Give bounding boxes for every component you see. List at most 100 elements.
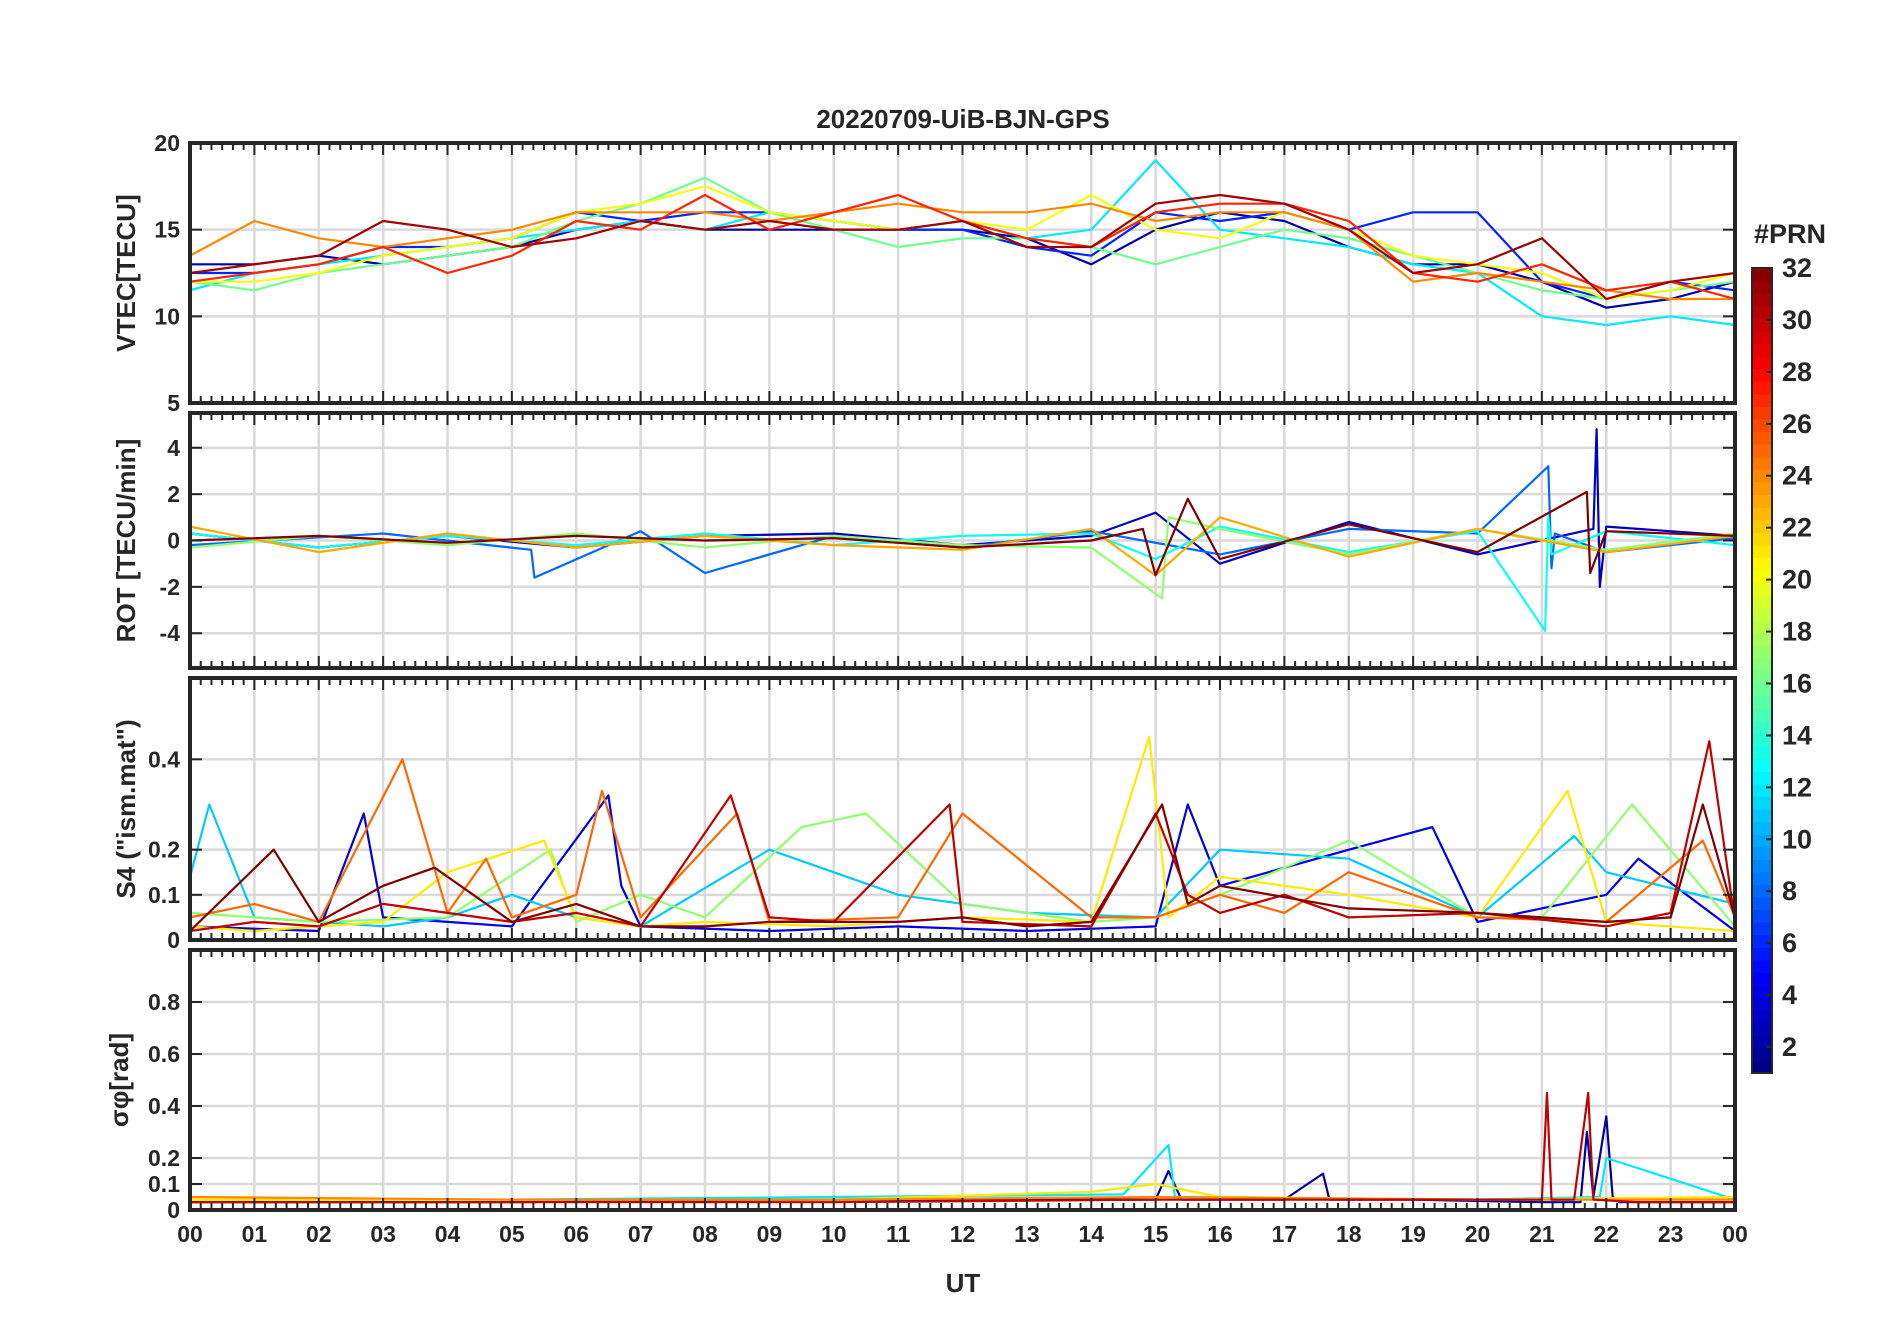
colorbar-tick-label: 18 <box>1782 617 1812 647</box>
colorbar-tick-label: 20 <box>1782 565 1812 595</box>
x-tick-label: 10 <box>821 1221 847 1247</box>
chart-title: 20220709-UiB-BJN-GPS <box>816 104 1109 134</box>
colorbar-segment <box>1752 846 1772 860</box>
y-tick-label: 0.2 <box>148 837 180 863</box>
y-tick-label: 0.4 <box>148 1093 180 1119</box>
panel-s4: 0 0.1 0.2 0.4 S4 ("ism.mat") <box>111 676 1737 953</box>
colorbar-segment <box>1752 506 1772 521</box>
x-tick-label: 17 <box>1272 1221 1298 1247</box>
colorbar-segment <box>1752 884 1772 898</box>
y-tick-label: 0 <box>167 1197 180 1223</box>
colorbar-segment <box>1752 632 1772 646</box>
colorbar-segment <box>1752 444 1772 458</box>
colorbar-segment <box>1752 708 1772 722</box>
series-line-prn-32 <box>190 803 1735 932</box>
y-tick-label: 20 <box>154 130 180 156</box>
y-tick-label: 0.4 <box>148 746 180 772</box>
colorbar-segment <box>1752 922 1772 936</box>
colorbar-segment <box>1752 720 1772 734</box>
x-tick-label: 18 <box>1336 1221 1362 1247</box>
panel-sigma_phi: 00.10.2 0.4 0.6 0.8 σφ[rad] 00 01 02 03 04 05 06 07 0… <box>104 948 1748 1247</box>
colorbar-tick-label: 2 <box>1782 1032 1797 1062</box>
colorbar-segment <box>1752 1035 1772 1049</box>
x-tick-label: 07 <box>628 1221 654 1247</box>
series-line-prn-8 <box>190 465 1735 579</box>
y-tick-label: 0 <box>167 927 180 953</box>
colorbar-segment <box>1752 909 1772 923</box>
colorbar-segment <box>1752 343 1772 357</box>
x-tick-label: 04 <box>435 1221 461 1247</box>
colorbar-segment <box>1752 1060 1772 1074</box>
colorbar-segment <box>1752 431 1772 445</box>
colorbar-segment <box>1752 356 1772 370</box>
colorbar-segment <box>1752 896 1772 911</box>
y-tick-label: 0 <box>167 528 180 554</box>
colorbar-title: #PRN <box>1754 219 1826 249</box>
colorbar-segment <box>1752 808 1772 823</box>
x-tick-label: 03 <box>370 1221 396 1247</box>
colorbar-segment <box>1752 393 1772 407</box>
colorbar-tick-label: 8 <box>1782 876 1797 906</box>
y-axis-label: σφ[rad] <box>104 1033 134 1127</box>
colorbar-segment <box>1752 733 1772 747</box>
series-group <box>190 735 1735 933</box>
y-tick-label: 10 <box>154 303 180 329</box>
y-tick-label: 4 <box>167 435 180 461</box>
colorbar-segment <box>1752 947 1772 961</box>
colorbar-segment <box>1752 557 1772 571</box>
colorbar-segment <box>1752 582 1772 596</box>
x-tick-label: 01 <box>242 1221 268 1247</box>
series-line-prn-23 <box>190 516 1735 577</box>
colorbar-segment <box>1752 532 1772 546</box>
colorbar-segment <box>1752 934 1772 948</box>
colorbar-tick-label: 14 <box>1782 720 1812 750</box>
colorbar-segment <box>1752 871 1772 885</box>
colorbar-tick-label: 28 <box>1782 357 1812 387</box>
y-tick-label: 15 <box>154 217 180 243</box>
colorbar-tick-label: 24 <box>1782 461 1812 491</box>
y-tick-label: 0.8 <box>148 989 180 1015</box>
x-tick-label: 14 <box>1078 1221 1104 1247</box>
colorbar-segment <box>1752 368 1772 382</box>
colorbar-tick-label: 10 <box>1782 824 1812 854</box>
series-group <box>190 159 1735 327</box>
y-axis-label: VTEC[TECU] <box>111 194 141 351</box>
x-tick-label: 11 <box>886 1221 911 1247</box>
colorbar-tick-label: 30 <box>1782 305 1812 335</box>
colorbar-segment <box>1752 280 1772 294</box>
y-axis-label: ROT [TECU/min] <box>111 439 141 643</box>
colorbar-segment <box>1752 1047 1772 1062</box>
colorbar-segment <box>1752 796 1772 810</box>
x-tick-label: 15 <box>1143 1221 1169 1247</box>
x-tick-label: 02 <box>306 1221 332 1247</box>
series-group <box>190 428 1735 633</box>
x-tick-label: 00 <box>177 1221 203 1247</box>
x-tick-label: 12 <box>950 1221 976 1247</box>
colorbar-segment <box>1752 821 1772 835</box>
colorbar-segment <box>1752 972 1772 986</box>
colorbar-segment <box>1752 481 1772 496</box>
x-axis-label: UT <box>946 1268 981 1298</box>
x-tick-label: 19 <box>1400 1221 1426 1247</box>
colorbar-segment <box>1752 381 1772 395</box>
colorbar-tick-label: 12 <box>1782 772 1812 802</box>
series-line-prn-32 <box>190 490 1735 577</box>
colorbar-segment <box>1752 293 1772 307</box>
colorbar-segment <box>1752 569 1772 584</box>
colorbar-segment <box>1752 695 1772 709</box>
colorbar-segment <box>1752 859 1772 873</box>
colorbar-segment <box>1752 758 1772 772</box>
colorbar-segment <box>1752 268 1772 282</box>
x-tick-label: 05 <box>499 1221 525 1247</box>
panel-rot: -4 -2 0 2 4 ROT [TECU/min] <box>111 411 1737 670</box>
series-line-prn-31 <box>190 193 1735 301</box>
x-tick-label: 23 <box>1658 1221 1684 1247</box>
colorbar-segment <box>1752 1010 1772 1024</box>
colorbar-segment <box>1752 595 1772 609</box>
colorbar-tick-label: 6 <box>1782 928 1797 958</box>
colorbar-segment <box>1752 305 1772 319</box>
colorbar-segment <box>1752 469 1772 483</box>
